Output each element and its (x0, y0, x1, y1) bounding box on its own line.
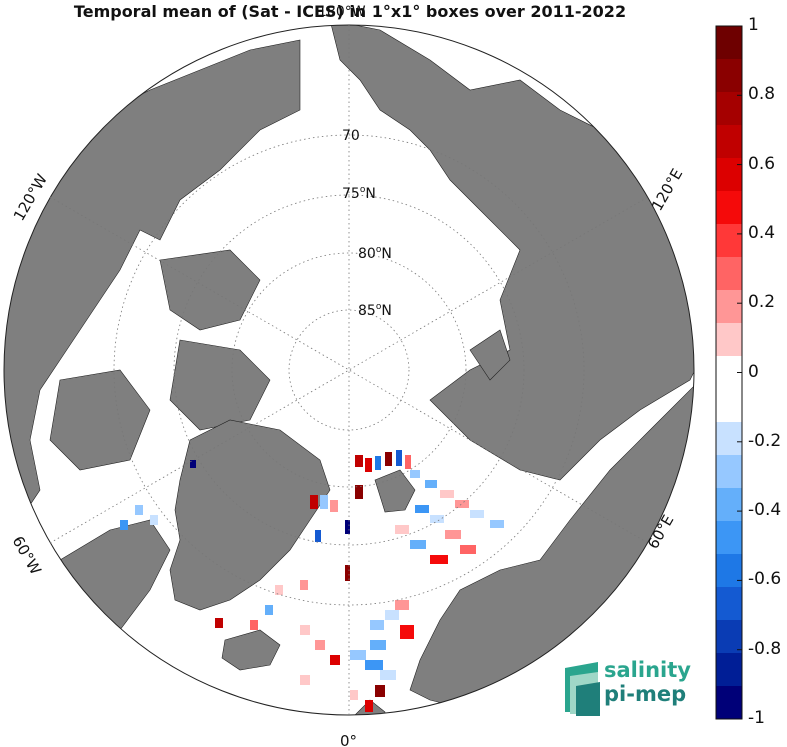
colorbar-segment (716, 653, 742, 687)
colorbar-segment (716, 158, 742, 192)
land-iceland (221, 629, 281, 671)
colorbar-tick-label: 0 (748, 361, 759, 382)
colorbar-segment (716, 224, 742, 258)
lon-label-120e: 120°E (648, 166, 686, 214)
colorbar-segment (716, 455, 742, 489)
land-greenland (169, 419, 331, 611)
colorbar-segment (716, 257, 742, 291)
colorbar-segment (716, 125, 742, 159)
land-svalbard (374, 469, 416, 513)
colorbar-segment (716, 488, 742, 522)
logo-text-pimep: pi-mep (604, 682, 687, 706)
lon-label-bottom: 0° (340, 732, 357, 747)
colorbar-tick-label: -0.8 (748, 638, 782, 659)
lon-label-60w: 60°W (9, 533, 45, 578)
colorbar-tick-label: -0.6 (748, 569, 782, 590)
land-novaya-zemlya (469, 329, 511, 381)
lat-label-70: 70 (342, 128, 360, 144)
colorbar-tick-label: 0.8 (748, 84, 776, 105)
land-archipelago-3 (49, 369, 151, 471)
colorbar-segment (716, 422, 742, 456)
colorbar-segment (716, 389, 742, 423)
colorbar-segment (716, 323, 742, 357)
colorbar-tick-label: 1 (748, 15, 759, 35)
logo-text-salinity: salinity (604, 658, 691, 682)
colorbar-segment (716, 521, 742, 555)
lat-label-80: 80oN (358, 245, 392, 262)
colorbar-segment (716, 92, 742, 126)
colorbar-frame (715, 25, 743, 720)
map-title: Temporal mean of (Sat - ICES) in 1°x1° b… (73, 2, 627, 21)
salinity-logo-icon (565, 662, 600, 716)
colorbar-tick-label: -0.2 (748, 430, 782, 451)
colorbar-segment (716, 59, 742, 93)
lon-label-top: 180°W (318, 4, 366, 20)
colorbar-tick-label: 0.4 (748, 222, 776, 243)
colorbar (716, 25, 742, 720)
colorbar-segment (716, 26, 742, 60)
colorbar-segment (716, 686, 742, 720)
colorbar-tick-label: 0.2 (748, 292, 776, 313)
colorbar-tick-label: -0.4 (748, 500, 782, 521)
graticule-lat (113, 134, 585, 606)
colorbar-segment (716, 587, 742, 621)
lat-label-85: 85oN (358, 302, 392, 319)
colorbar-tick-label: -1 (748, 708, 765, 728)
colorbar-tick-label: 0.6 (748, 153, 776, 174)
land-archipelago-2 (169, 339, 271, 431)
colorbar-segment (716, 191, 742, 225)
land-siberia (329, 25, 694, 481)
colorbar-segment (716, 290, 742, 324)
lat-label-75: 75oN (342, 185, 376, 202)
anomaly-boxes (120, 450, 504, 712)
colorbar-segment (716, 554, 742, 588)
colorbar-segment (716, 620, 742, 654)
